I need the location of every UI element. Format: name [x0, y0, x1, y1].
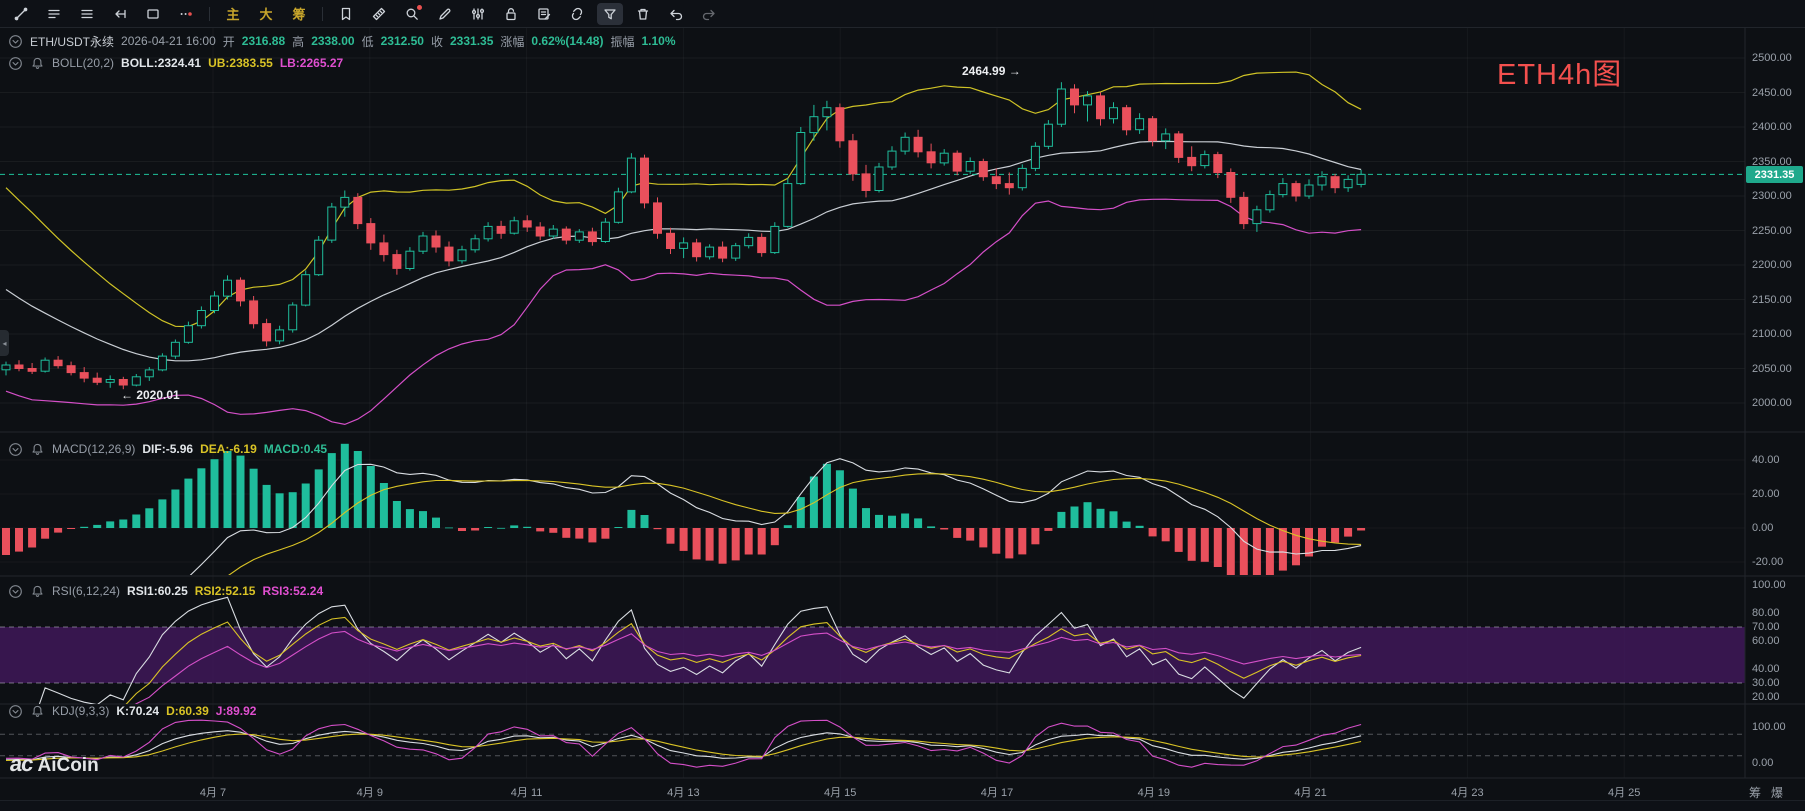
low-label: 低	[361, 34, 374, 49]
cn-big-button[interactable]: 大	[259, 7, 273, 22]
alert-bell-icon[interactable]	[30, 584, 45, 599]
brush-dots-icon[interactable]	[173, 3, 199, 25]
alert-bell-icon[interactable]	[30, 442, 45, 457]
last-price-badge: 2331.35	[1746, 166, 1803, 183]
magnet-icon[interactable]	[564, 3, 590, 25]
cn-chips-button[interactable]: 筹	[292, 7, 306, 22]
change-value: 0.62%(14.48)	[531, 34, 604, 48]
macd-title: MACD(12,26,9)	[52, 442, 136, 456]
note-edit-icon[interactable]	[531, 3, 557, 25]
rsi-title: RSI(6,12,24)	[52, 584, 121, 598]
liquidation-toggle[interactable]: 爆	[1771, 786, 1784, 800]
sliders-icon[interactable]	[465, 3, 491, 25]
aicoin-logo-icon: ac	[8, 751, 35, 776]
high-value: 2338.00	[311, 34, 355, 48]
amplitude-label: 振幅	[610, 34, 635, 49]
low-value: 2312.50	[380, 34, 424, 48]
aicoin-watermark: ac AiCoin	[8, 751, 99, 777]
macd-info-row: MACD(12,26,9) DIF:-5.96 DEA:-6.19 MACD:0…	[8, 440, 327, 458]
rsi1-value: RSI1:60.25	[127, 584, 188, 598]
low-price-annotation: ← 2020.01	[121, 388, 180, 402]
bottom-scrollbar-strip[interactable]	[0, 800, 1805, 811]
panel-layout-icon[interactable]	[41, 3, 67, 25]
rsi-info-row: RSI(6,12,24) RSI1:60.25 RSI2:52.15 RSI3:…	[8, 582, 323, 600]
aicoin-logo-text: AiCoin	[37, 755, 99, 776]
undo-icon[interactable]	[663, 3, 689, 25]
axis-corner-toggles: 筹 爆	[1749, 784, 1783, 801]
right-price-axis[interactable]	[1745, 28, 1805, 778]
toolbar: 主大筹	[0, 0, 1805, 28]
cn-main-button[interactable]: 主	[226, 7, 240, 22]
redo-icon[interactable]	[696, 3, 722, 25]
change-label: 涨幅	[500, 34, 525, 49]
toolbar-separator	[322, 6, 323, 21]
amplitude-value: 1.10%	[641, 34, 676, 48]
alert-bell-icon[interactable]	[30, 704, 45, 719]
boll-upper-value: UB:2383.55	[208, 56, 273, 70]
open-value: 2316.88	[241, 34, 286, 48]
flag-tool-icon[interactable]	[333, 3, 359, 25]
high-label: 高	[292, 34, 305, 49]
time-axis[interactable]	[0, 778, 1745, 800]
kdj-d-value: D:60.39	[166, 704, 209, 718]
pen-tool-icon[interactable]	[432, 3, 458, 25]
boll-info-row: BOLL(20,2) BOLL:2324.41 UB:2383.55 LB:22…	[8, 54, 343, 72]
line-tool-icon[interactable]	[8, 3, 34, 25]
alert-bell-icon[interactable]	[30, 56, 45, 71]
chart-tag-label: ETH4h图	[1497, 59, 1623, 91]
trash-icon[interactable]	[630, 3, 656, 25]
candle-datetime: 2026-04-21 16:00	[121, 34, 216, 48]
macd-dea-value: DEA:-6.19	[200, 442, 257, 456]
rsi2-value: RSI2:52.15	[194, 584, 256, 598]
close-label: 收	[430, 34, 443, 49]
left-drawer-handle[interactable]: ◂	[0, 330, 9, 356]
boll-mid-value: BOLL:2324.41	[121, 56, 202, 70]
boll-lower-value: LB:2265.27	[279, 56, 344, 70]
high-price-annotation: 2464.99 →	[962, 64, 1021, 78]
chevron-down-circle-icon[interactable]	[8, 442, 23, 457]
chips-toggle[interactable]: 筹	[1749, 786, 1762, 800]
list-panel-icon[interactable]	[74, 3, 100, 25]
kdj-title: KDJ(9,3,3)	[52, 704, 110, 718]
arrow-extend-icon[interactable]	[107, 3, 133, 25]
chevron-down-circle-icon[interactable]	[8, 34, 23, 49]
rsi3-value: RSI3:52.24	[262, 584, 324, 598]
close-value: 2331.35	[450, 34, 494, 48]
macd-dif-value: DIF:-5.96	[142, 442, 194, 456]
filter-icon[interactable]	[597, 2, 623, 25]
kdj-info-row: KDJ(9,3,3) K:70.24 D:60.39 J:89.92	[8, 702, 256, 720]
chevron-down-circle-icon[interactable]	[8, 56, 23, 71]
kdj-j-value: J:89.92	[215, 704, 257, 718]
ruler-tool-icon[interactable]	[366, 3, 392, 25]
toolbar-separator	[209, 6, 210, 21]
boll-title: BOLL(20,2)	[52, 56, 115, 70]
chevron-down-circle-icon[interactable]	[8, 584, 23, 599]
macd-hist-value: MACD:0.45	[263, 442, 328, 456]
chevron-down-circle-icon[interactable]	[8, 704, 23, 719]
symbol-info-row: ETH/USDT永续 2026-04-21 16:00 开 2316.88 高 23…	[8, 32, 676, 50]
lock-icon[interactable]	[498, 3, 524, 25]
kdj-k-value: K:70.24	[116, 704, 160, 718]
symbol-label: ETH/USDT永续	[30, 34, 115, 49]
open-label: 开	[222, 34, 235, 49]
zoom-search-icon[interactable]	[399, 3, 425, 25]
rect-tool-icon[interactable]	[140, 3, 166, 25]
